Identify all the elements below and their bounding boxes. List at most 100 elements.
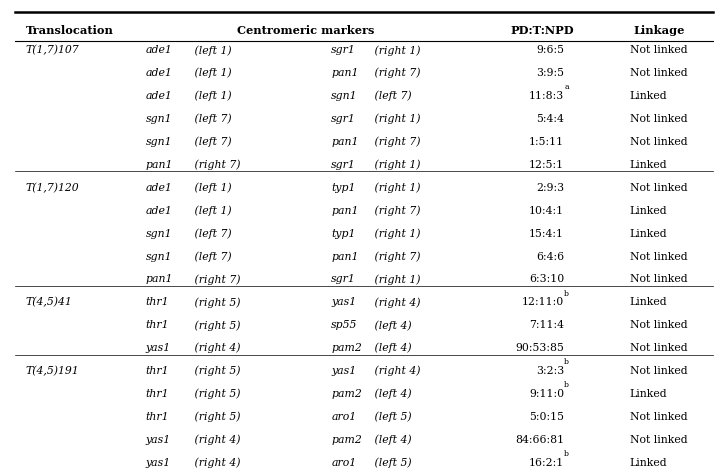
Text: (right 7): (right 7) xyxy=(371,68,421,78)
Text: 2:9:3: 2:9:3 xyxy=(536,183,564,193)
Text: (right 5): (right 5) xyxy=(191,320,240,330)
Text: b: b xyxy=(564,290,569,298)
Text: Not linked: Not linked xyxy=(630,366,687,376)
Text: Not linked: Not linked xyxy=(630,251,687,261)
Text: (right 1): (right 1) xyxy=(371,228,421,239)
Text: sgr1: sgr1 xyxy=(331,160,356,170)
Text: yas1: yas1 xyxy=(146,458,171,468)
Text: Not linked: Not linked xyxy=(630,435,687,445)
Text: ade1: ade1 xyxy=(146,45,173,55)
Text: T(1,7)107: T(1,7)107 xyxy=(25,45,79,55)
Text: b: b xyxy=(564,359,569,367)
Text: 12:11:0: 12:11:0 xyxy=(522,298,564,307)
Text: T(1,7)120: T(1,7)120 xyxy=(25,183,79,193)
Text: typ1: typ1 xyxy=(331,228,355,239)
Text: a: a xyxy=(564,83,569,91)
Text: (left 1): (left 1) xyxy=(191,205,232,216)
Text: (right 4): (right 4) xyxy=(191,435,240,445)
Text: thr1: thr1 xyxy=(146,298,169,307)
Text: (right 5): (right 5) xyxy=(191,412,240,422)
Text: typ1: typ1 xyxy=(331,183,355,193)
Text: PD:T:NPD: PD:T:NPD xyxy=(510,25,574,36)
Text: (right 1): (right 1) xyxy=(371,274,421,285)
Text: sp55: sp55 xyxy=(331,320,357,330)
Text: (left 7): (left 7) xyxy=(191,114,232,125)
Text: pan1: pan1 xyxy=(331,137,359,147)
Text: (left 1): (left 1) xyxy=(191,182,232,193)
Text: pan1: pan1 xyxy=(331,206,359,216)
Text: ade1: ade1 xyxy=(146,183,173,193)
Text: (right 7): (right 7) xyxy=(191,160,240,170)
Text: Not linked: Not linked xyxy=(630,137,687,147)
Text: pan1: pan1 xyxy=(146,274,173,284)
Text: (left 4): (left 4) xyxy=(371,320,412,330)
Text: sgn1: sgn1 xyxy=(146,251,172,261)
Text: (right 7): (right 7) xyxy=(371,251,421,262)
Text: (left 1): (left 1) xyxy=(191,91,232,102)
Text: (right 4): (right 4) xyxy=(371,366,421,376)
Text: (right 1): (right 1) xyxy=(371,160,421,170)
Text: (left 7): (left 7) xyxy=(371,91,412,102)
Text: 3:9:5: 3:9:5 xyxy=(537,68,564,78)
Text: (right 4): (right 4) xyxy=(191,343,240,353)
Text: (right 1): (right 1) xyxy=(371,114,421,125)
Text: (left 4): (left 4) xyxy=(371,389,412,400)
Text: yas1: yas1 xyxy=(331,298,357,307)
Text: 1:5:11: 1:5:11 xyxy=(529,137,564,147)
Text: 84:66:81: 84:66:81 xyxy=(515,435,564,445)
Text: Linked: Linked xyxy=(630,458,668,468)
Text: (right 7): (right 7) xyxy=(191,274,240,285)
Text: sgr1: sgr1 xyxy=(331,274,356,284)
Text: Not linked: Not linked xyxy=(630,320,687,330)
Text: (left 5): (left 5) xyxy=(371,412,412,422)
Text: (left 1): (left 1) xyxy=(191,45,232,55)
Text: b: b xyxy=(564,381,569,389)
Text: ade1: ade1 xyxy=(146,206,173,216)
Text: (right 4): (right 4) xyxy=(371,297,421,308)
Text: Linked: Linked xyxy=(630,228,668,239)
Text: sgn1: sgn1 xyxy=(146,137,172,147)
Text: (right 7): (right 7) xyxy=(371,205,421,216)
Text: (right 5): (right 5) xyxy=(191,389,240,400)
Text: thr1: thr1 xyxy=(146,389,169,399)
Text: (right 4): (right 4) xyxy=(191,457,240,468)
Text: Linked: Linked xyxy=(630,298,668,307)
Text: 5:0:15: 5:0:15 xyxy=(529,412,564,422)
Text: thr1: thr1 xyxy=(146,366,169,376)
Text: sgn1: sgn1 xyxy=(146,228,172,239)
Text: (left 4): (left 4) xyxy=(371,435,412,445)
Text: Linked: Linked xyxy=(630,389,668,399)
Text: pam2: pam2 xyxy=(331,389,362,399)
Text: sgr1: sgr1 xyxy=(331,114,356,124)
Text: 90:53:85: 90:53:85 xyxy=(515,343,564,353)
Text: yas1: yas1 xyxy=(146,435,171,445)
Text: aro1: aro1 xyxy=(331,412,357,422)
Text: (left 1): (left 1) xyxy=(191,68,232,78)
Text: (left 5): (left 5) xyxy=(371,457,412,468)
Text: Not linked: Not linked xyxy=(630,412,687,422)
Text: Not linked: Not linked xyxy=(630,45,687,55)
Text: yas1: yas1 xyxy=(331,366,357,376)
Text: Not linked: Not linked xyxy=(630,68,687,78)
Text: 7:11:4: 7:11:4 xyxy=(529,320,564,330)
Text: (left 7): (left 7) xyxy=(191,137,232,147)
Text: 5:4:4: 5:4:4 xyxy=(537,114,564,124)
Text: (left 7): (left 7) xyxy=(191,251,232,262)
Text: 6:3:10: 6:3:10 xyxy=(529,274,564,284)
Text: sgn1: sgn1 xyxy=(146,114,172,124)
Text: 16:2:1: 16:2:1 xyxy=(529,458,564,468)
Text: pam2: pam2 xyxy=(331,343,362,353)
Text: Not linked: Not linked xyxy=(630,183,687,193)
Text: Linkage: Linkage xyxy=(633,25,684,36)
Text: 3:2:3: 3:2:3 xyxy=(536,366,564,376)
Text: 10:4:1: 10:4:1 xyxy=(529,206,564,216)
Text: pan1: pan1 xyxy=(331,68,359,78)
Text: Translocation: Translocation xyxy=(25,25,114,36)
Text: sgn1: sgn1 xyxy=(331,91,357,101)
Text: 12:5:1: 12:5:1 xyxy=(529,160,564,170)
Text: b: b xyxy=(564,450,569,458)
Text: (left 4): (left 4) xyxy=(371,343,412,353)
Text: (right 1): (right 1) xyxy=(371,45,421,55)
Text: Linked: Linked xyxy=(630,91,668,101)
Text: (right 5): (right 5) xyxy=(191,366,240,376)
